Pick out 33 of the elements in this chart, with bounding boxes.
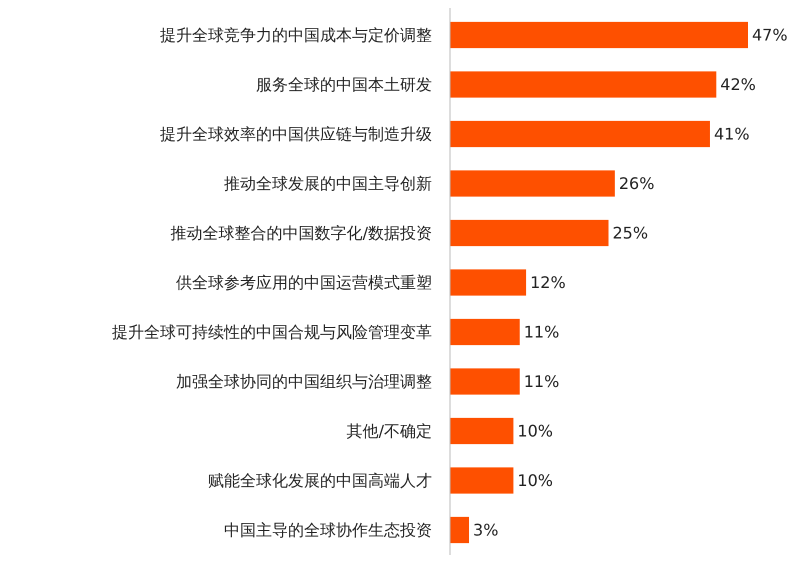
data-label: 47% [752,26,788,45]
data-label: 10% [517,422,553,441]
data-label: 12% [530,273,566,292]
y-tick-label: 提升全球效率的中国供应链与制造升级 [160,124,432,144]
data-label: 26% [618,174,654,194]
data-label: 10% [517,471,553,490]
bar [450,368,520,395]
y-tick-label: 推动全球整合的中国数字化/数据投资 [170,224,432,243]
y-tick-label: 提升全球可持续性的中国合规与风险管理变革 [112,322,432,342]
bar [450,467,514,494]
bar [450,318,520,346]
bar [450,269,526,296]
y-tick-label: 中国主导的全球协作生态投资 [224,520,432,540]
bar [450,22,748,48]
data-label: 11% [524,372,560,392]
bar [450,516,470,544]
data-label: 41% [714,124,750,144]
y-tick-label: 推动全球发展的中国主导创新 [224,174,432,194]
y-tick-label: 加强全球协同的中国组织与治理调整 [176,372,432,392]
data-label: 3% [473,520,498,540]
y-tick-label: 供全球参考应用的中国运营模式重塑 [176,273,432,292]
bar [450,170,615,197]
y-tick-label: 服务全球的中国本土研发 [256,75,432,94]
bar [450,220,609,246]
y-tick-label: 赋能全球化发展的中国高端人才 [208,471,432,490]
data-label: 42% [720,75,756,94]
bar [450,120,710,148]
bar [450,71,716,98]
y-tick-label: 其他/不确定 [346,422,432,441]
data-label: 11% [524,322,560,342]
data-label: 25% [612,224,648,243]
bar [450,418,514,444]
y-tick-label: 提升全球竞争力的中国成本与定价调整 [160,26,432,45]
